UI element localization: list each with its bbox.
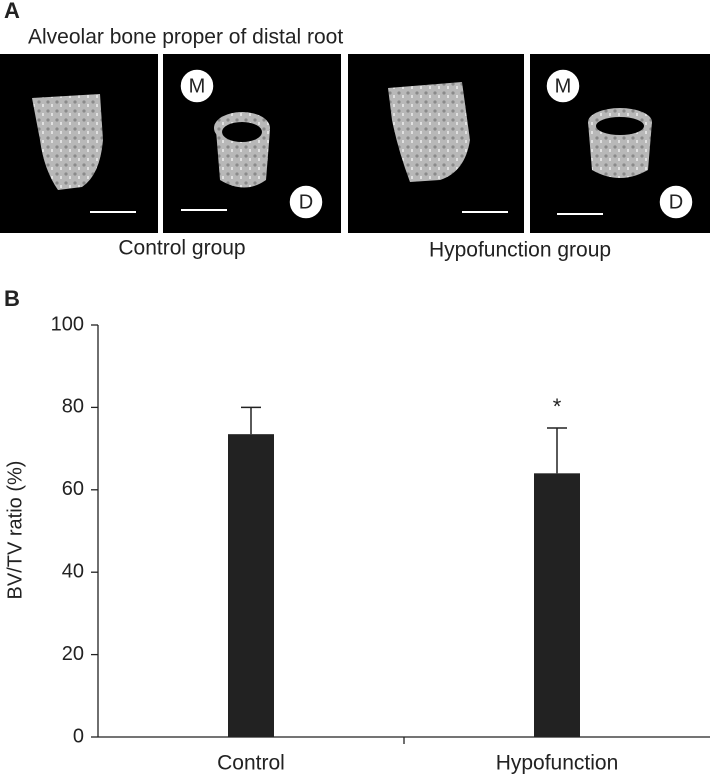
marker-label: D <box>669 191 683 213</box>
marker-circle <box>179 68 215 104</box>
bone-shape <box>388 82 470 182</box>
marker-label: D <box>299 191 313 213</box>
bar <box>228 434 274 737</box>
y-tick-label: 80 <box>62 396 84 418</box>
marker-circle <box>545 68 581 104</box>
bar <box>534 473 580 737</box>
panel-label: B <box>4 286 20 311</box>
scale-bars <box>90 209 603 215</box>
x-tick-label: Control <box>217 752 285 775</box>
bone-shape <box>216 130 270 188</box>
marker-label: M <box>189 75 206 97</box>
bone-shape <box>32 94 103 190</box>
x-tick-label: Hypofunction <box>496 752 619 775</box>
group-label: Hypofunction group <box>429 239 611 262</box>
y-tick-label: 40 <box>62 560 84 582</box>
bone-shape <box>596 117 644 135</box>
y-tick-label: 20 <box>62 643 84 665</box>
y-tick-label: 100 <box>51 313 84 335</box>
micro-ct-images: M D M D <box>0 54 710 233</box>
panel-label: A <box>4 0 20 23</box>
y-tick-label: 0 <box>73 725 84 747</box>
panel-title: Alveolar bone proper of distal root <box>28 26 343 49</box>
group-label: Control group <box>118 237 245 260</box>
y-axis-label: BV/TV ratio (%) <box>4 461 26 600</box>
bone-shape <box>588 122 652 178</box>
marker-circle <box>658 184 694 220</box>
marker-label: M <box>555 75 572 97</box>
bone-shape <box>222 122 262 142</box>
marker-circle <box>288 184 324 220</box>
annotation: * <box>553 394 562 419</box>
y-tick-label: 60 <box>62 478 84 500</box>
